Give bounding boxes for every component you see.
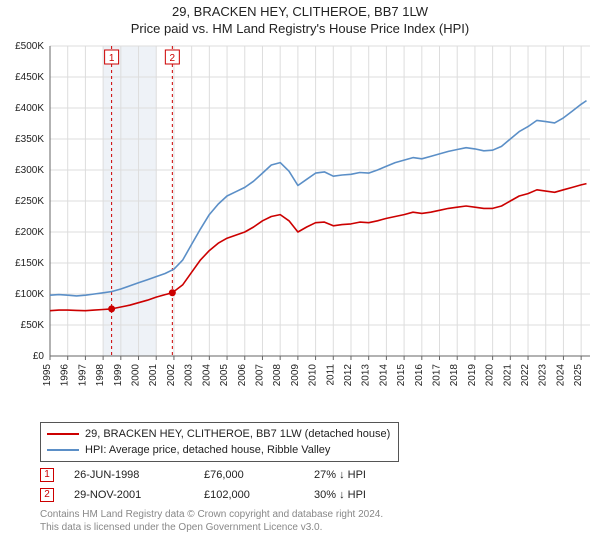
legend-box: 29, BRACKEN HEY, CLITHEROE, BB7 1LW (det…	[40, 422, 399, 462]
svg-text:£350K: £350K	[15, 134, 44, 145]
svg-text:2003: 2003	[184, 364, 195, 387]
svg-text:£150K: £150K	[15, 258, 44, 269]
legend-item-hpi: HPI: Average price, detached house, Ribb…	[47, 442, 390, 458]
footer-line-2: This data is licensed under the Open Gov…	[40, 521, 600, 534]
svg-text:2017: 2017	[432, 364, 443, 387]
svg-text:1: 1	[109, 53, 115, 64]
svg-text:2020: 2020	[485, 364, 496, 387]
svg-text:1995: 1995	[42, 364, 53, 387]
title-block: 29, BRACKEN HEY, CLITHEROE, BB7 1LW Pric…	[0, 0, 600, 36]
svg-text:1998: 1998	[95, 364, 106, 387]
svg-text:2012: 2012	[343, 364, 354, 387]
marker-price-2: £102,000	[204, 489, 294, 501]
svg-text:2025: 2025	[573, 364, 584, 387]
svg-text:2010: 2010	[308, 364, 319, 387]
svg-text:2006: 2006	[237, 364, 248, 387]
svg-text:2024: 2024	[555, 364, 566, 387]
svg-text:2005: 2005	[219, 364, 230, 387]
svg-text:2: 2	[170, 53, 176, 64]
svg-text:2008: 2008	[272, 364, 283, 387]
svg-text:£200K: £200K	[15, 227, 44, 238]
svg-text:£300K: £300K	[15, 165, 44, 176]
svg-text:2004: 2004	[201, 364, 212, 387]
marker-delta-1: 27% ↓ HPI	[314, 469, 366, 481]
legend-swatch-price-paid	[47, 433, 79, 435]
legend-swatch-hpi	[47, 449, 79, 451]
marker-price-1: £76,000	[204, 469, 294, 481]
chart-plot-area: £0 £50K £100K £150K £200K £250K £300K £350K £400…	[0, 36, 600, 416]
svg-text:2021: 2021	[502, 364, 513, 387]
svg-text:2009: 2009	[290, 364, 301, 387]
chart-container: { "title": { "line1": "29, BRACKEN HEY, …	[0, 0, 600, 560]
svg-text:2022: 2022	[520, 364, 531, 387]
svg-text:£400K: £400K	[15, 103, 44, 114]
svg-text:2014: 2014	[378, 364, 389, 387]
marker-badge-1: 1	[40, 468, 54, 482]
svg-text:2001: 2001	[148, 364, 159, 387]
marker-row-1: 1 26-JUN-1998 £76,000 27% ↓ HPI	[40, 468, 600, 482]
svg-text:2023: 2023	[538, 364, 549, 387]
marker-table: 1 26-JUN-1998 £76,000 27% ↓ HPI 2 29-NOV…	[40, 468, 600, 502]
svg-text:2011: 2011	[325, 364, 336, 386]
footer-line-1: Contains HM Land Registry data © Crown c…	[40, 508, 600, 521]
svg-text:2013: 2013	[361, 364, 372, 387]
svg-text:£50K: £50K	[21, 320, 45, 331]
svg-text:£250K: £250K	[15, 196, 44, 207]
svg-text:2002: 2002	[166, 364, 177, 387]
svg-text:1999: 1999	[113, 364, 124, 387]
legend-item-price-paid: 29, BRACKEN HEY, CLITHEROE, BB7 1LW (det…	[47, 426, 390, 442]
marker-delta-2: 30% ↓ HPI	[314, 489, 366, 501]
marker-row-2: 2 29-NOV-2001 £102,000 30% ↓ HPI	[40, 488, 600, 502]
svg-text:2015: 2015	[396, 364, 407, 387]
svg-text:£0: £0	[33, 351, 45, 362]
chart-svg: £0 £50K £100K £150K £200K £250K £300K £350K £400…	[0, 36, 600, 416]
title-address: 29, BRACKEN HEY, CLITHEROE, BB7 1LW	[0, 4, 600, 19]
svg-text:2018: 2018	[449, 364, 460, 387]
svg-text:2016: 2016	[414, 364, 425, 387]
title-subtitle: Price paid vs. HM Land Registry's House …	[0, 21, 600, 36]
svg-text:1997: 1997	[77, 364, 88, 387]
svg-text:1996: 1996	[60, 364, 71, 387]
svg-text:£100K: £100K	[15, 289, 44, 300]
footer-note: Contains HM Land Registry data © Crown c…	[40, 508, 600, 534]
legend-label-hpi: HPI: Average price, detached house, Ribb…	[85, 442, 330, 458]
svg-text:2000: 2000	[131, 364, 142, 387]
svg-text:2007: 2007	[254, 364, 265, 387]
marker-date-2: 29-NOV-2001	[74, 489, 184, 501]
legend-label-price-paid: 29, BRACKEN HEY, CLITHEROE, BB7 1LW (det…	[85, 426, 390, 442]
svg-text:£450K: £450K	[15, 72, 44, 83]
marker-badge-2: 2	[40, 488, 54, 502]
marker-date-1: 26-JUN-1998	[74, 469, 184, 481]
svg-text:£500K: £500K	[15, 41, 44, 52]
svg-text:2019: 2019	[467, 364, 478, 387]
